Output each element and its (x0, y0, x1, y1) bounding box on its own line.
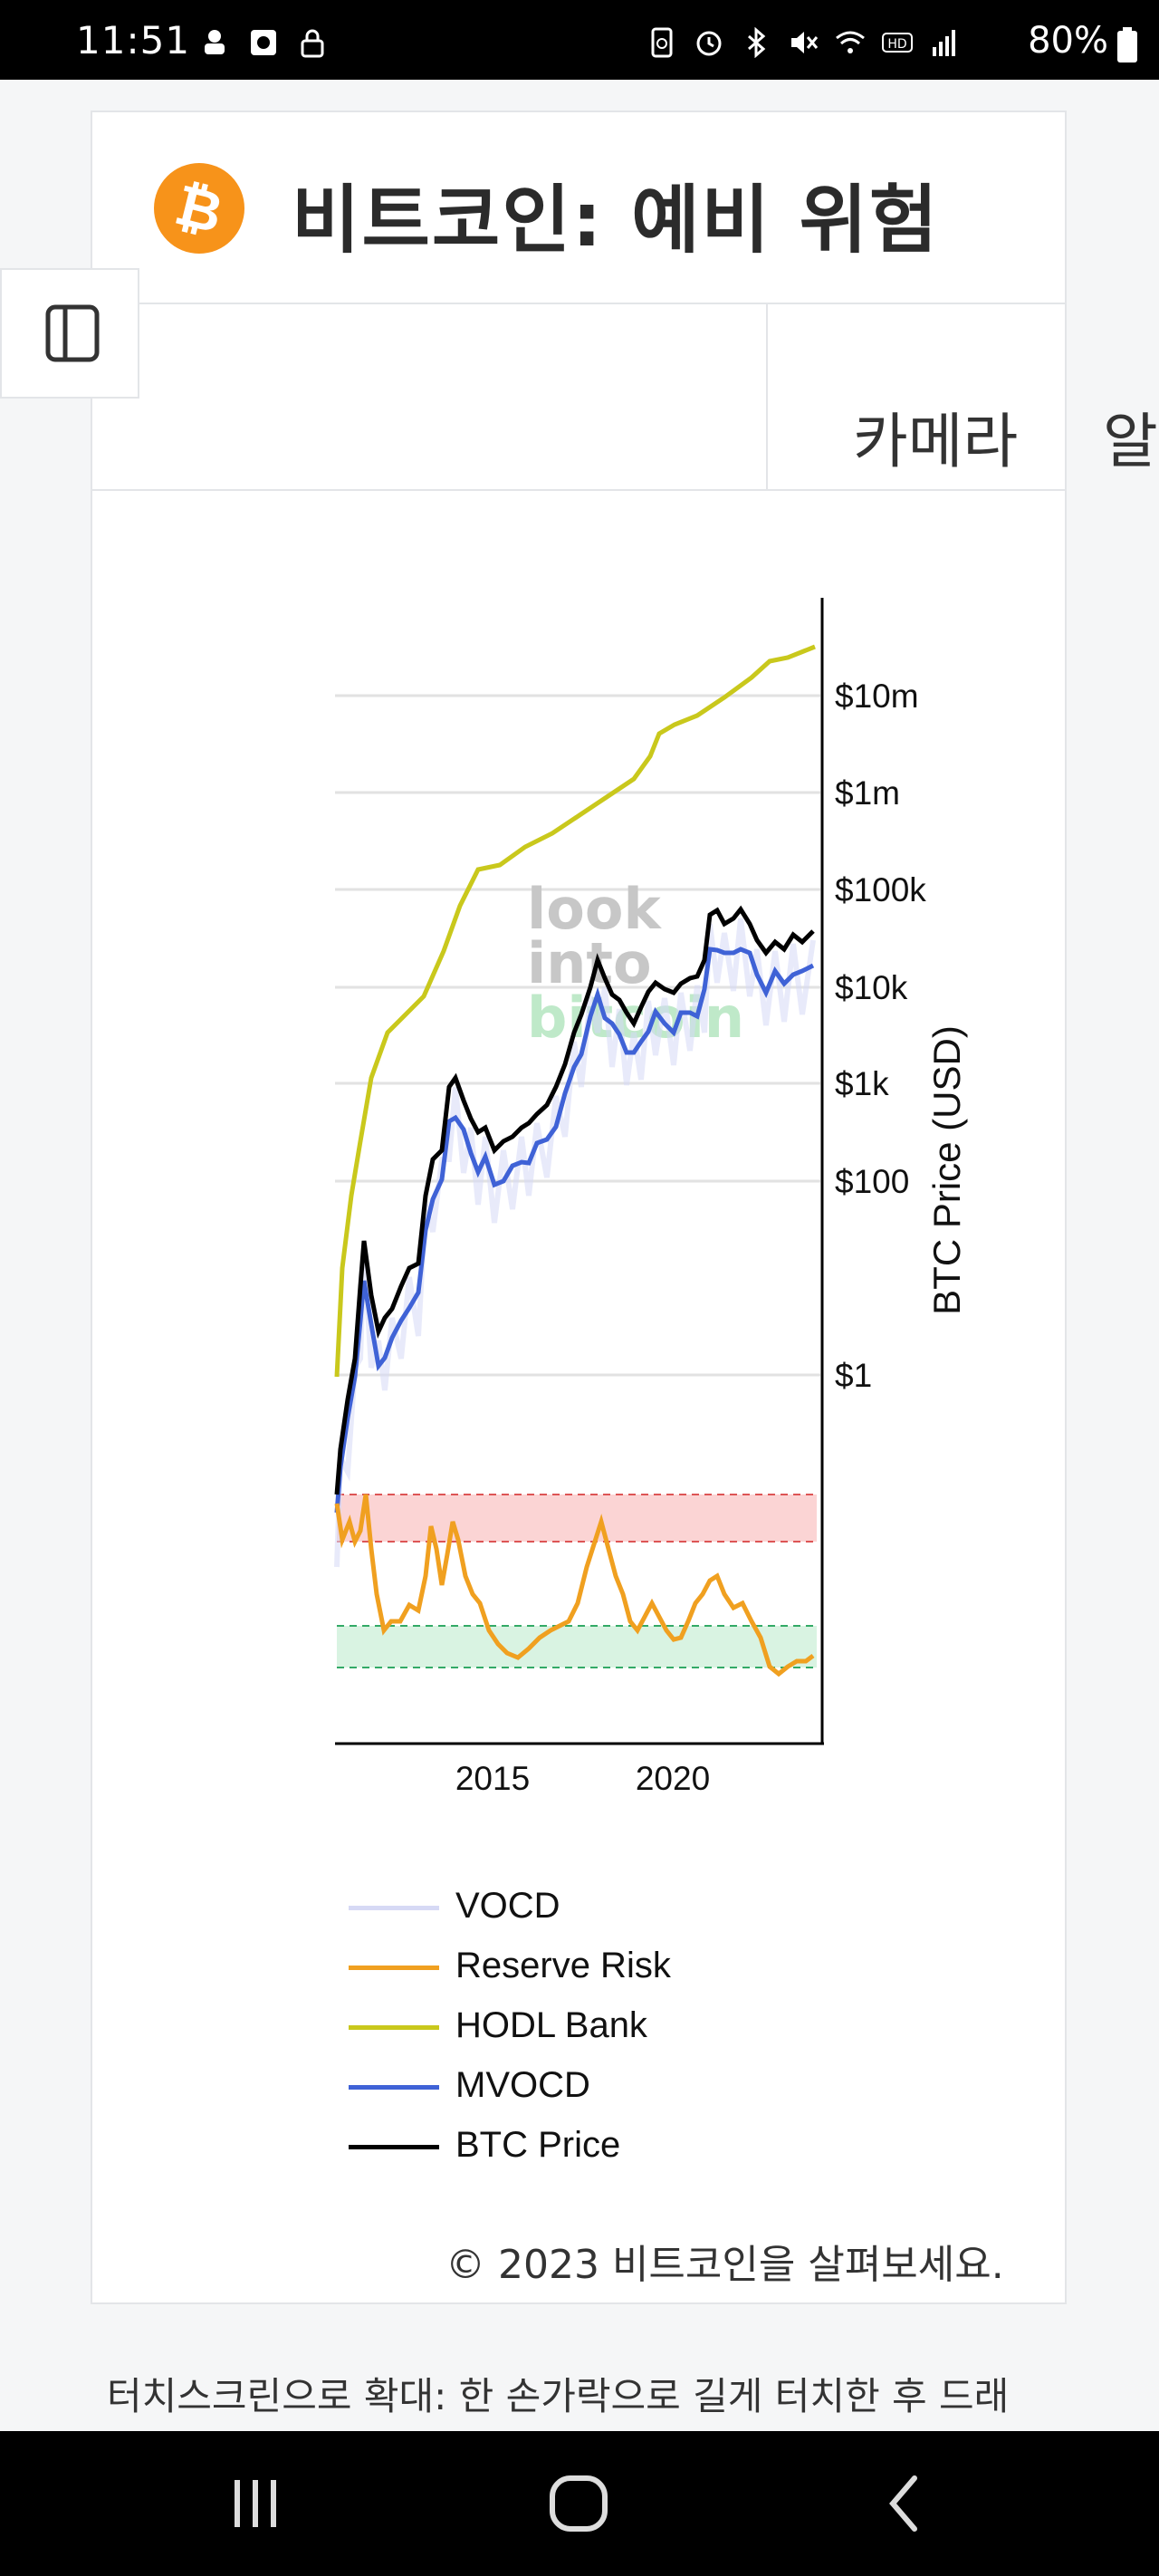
wifi-icon (836, 31, 865, 53)
signal-icon (933, 30, 955, 56)
series-vocd (334, 918, 816, 1568)
alarm-icon (696, 31, 722, 56)
legend-label-btc-price: BTC Price (455, 2125, 621, 2165)
legend-label-hodl-bank: HODL Bank (455, 2005, 647, 2045)
y-tick-100: $100 (835, 1163, 909, 1200)
home-icon[interactable] (543, 2467, 616, 2540)
x-tick-2020: 2020 (636, 1760, 710, 1797)
legend-swatch-vocd (349, 1906, 439, 1910)
y-tick-100k: $100k (835, 871, 926, 908)
tabs-divider (766, 303, 768, 489)
x-tick-labels: 2015 2020 (455, 1760, 710, 1797)
page-title: 비트코인: 예비 위험 (292, 178, 940, 264)
lock-icon (301, 29, 324, 58)
y-tick-1m: $1m (835, 774, 900, 812)
y-tick-10k: $10k (835, 969, 908, 1006)
hd-icon: HD (882, 33, 913, 53)
series-mvocd (334, 947, 815, 1514)
legend-swatch-btc-price (349, 2145, 439, 2149)
recycle-icon (651, 27, 673, 58)
bitcoin-icon: ₿ (154, 163, 244, 254)
high-risk-band (337, 1495, 817, 1542)
legend-label-mvocd: MVOCD (455, 2065, 590, 2105)
y-tick-10m: $10m (835, 678, 919, 715)
chart-card: ₿ 비트코인: 예비 위험 카메라 알 (91, 111, 1158, 2304)
back-icon[interactable] (867, 2467, 940, 2540)
gridlines (335, 694, 820, 1377)
low-risk-band (337, 1626, 817, 1668)
tabs-row: 카메라 알 (92, 303, 1158, 491)
battery-percent: 80% (1028, 20, 1108, 62)
copyright-text: © 2023 비트코인을 살펴보세요. (445, 2242, 1004, 2288)
mute-icon (791, 32, 819, 53)
y-tick-1k: $1k (835, 1065, 889, 1102)
screen-record-icon (251, 30, 276, 55)
chart-legend: VOCD Reserve Risk HODL Bank MVOCD BTC Pr… (349, 1879, 801, 2177)
svg-text:HD: HD (887, 37, 906, 52)
status-time: 11:51 (76, 18, 191, 62)
zoom-hint-text: 터치스크린으로 확대: 한 손가락으로 길게 터치한 후 드래 (107, 2374, 1010, 2418)
legend-label-vocd: VOCD (455, 1886, 560, 1926)
legend-item-hodl-bank[interactable]: HODL Bank (349, 1998, 801, 2058)
series-reserve-risk (334, 1494, 815, 1677)
recent-apps-icon[interactable] (219, 2467, 292, 2540)
status-bar: 11:51 HD (0, 0, 1159, 80)
bluetooth-icon (748, 27, 766, 58)
y-tick-labels: $10m $1m $100k $10k $1k $100 $1 (835, 678, 926, 1394)
android-icon (205, 30, 225, 54)
tab-camera[interactable]: 카메라 (853, 407, 1019, 476)
legend-swatch-reserve-risk (349, 1966, 439, 1970)
legend-item-reserve-risk[interactable]: Reserve Risk (349, 1938, 801, 1998)
series-btc-price (334, 905, 815, 1495)
legend-swatch-mvocd (349, 2085, 439, 2090)
y-tick-1: $1 (835, 1357, 872, 1394)
tab-alarm[interactable]: 알 (1103, 407, 1158, 476)
sidebar-icon (45, 304, 100, 362)
card-header: ₿ 비트코인: 예비 위험 (92, 112, 1065, 304)
sidebar-toggle-button[interactable] (0, 268, 139, 399)
navigation-bar (0, 2431, 1159, 2576)
watermark-look: look (527, 876, 662, 942)
x-tick-2015: 2015 (455, 1760, 530, 1797)
legend-label-reserve-risk: Reserve Risk (455, 1946, 671, 1985)
reserve-risk-chart: look into bitcoin $10m $1m $100k $10k $1… (334, 598, 968, 1797)
series-hodl-bank (334, 644, 816, 1378)
battery-icon (1117, 27, 1137, 62)
legend-swatch-hodl-bank (349, 2025, 439, 2030)
legend-item-btc-price[interactable]: BTC Price (349, 2118, 801, 2177)
legend-item-mvocd[interactable]: MVOCD (349, 2058, 801, 2118)
legend-item-vocd[interactable]: VOCD (349, 1879, 801, 1938)
y-axis-label: BTC Price (USD) (925, 1025, 968, 1315)
